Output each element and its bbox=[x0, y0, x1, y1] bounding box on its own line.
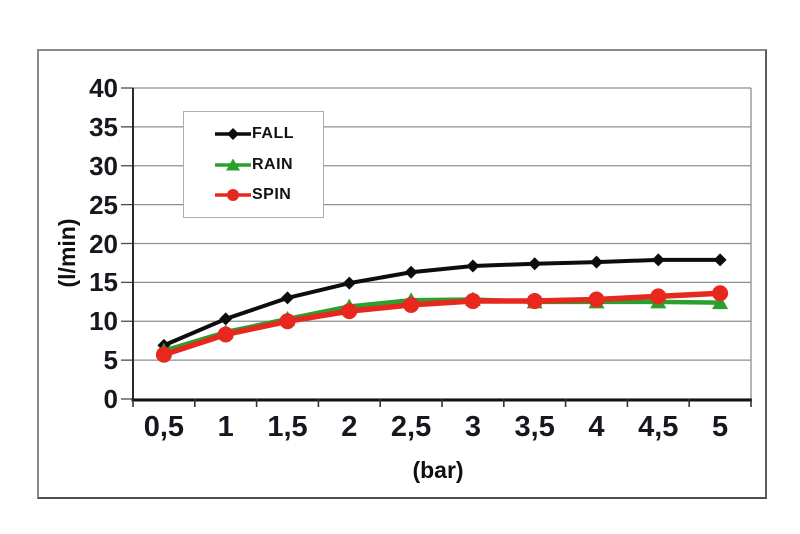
x-tick-label: 3,5 bbox=[514, 411, 555, 443]
spin-line-circle-icon bbox=[215, 189, 251, 202]
x-tick-label: 2 bbox=[341, 411, 358, 443]
legend-label: FALL bbox=[252, 124, 294, 142]
x-tick-label: 0,5 bbox=[143, 411, 185, 443]
fall-line-diamond-icon bbox=[215, 127, 251, 140]
legend-item-spin: SPIN bbox=[214, 186, 323, 204]
legend-label: RAIN bbox=[252, 155, 294, 173]
x-tick-label: 1 bbox=[217, 411, 234, 443]
y-tick-label: 40 bbox=[89, 73, 118, 103]
x-tick-label: 1,5 bbox=[267, 411, 308, 443]
legend-item-rain: RAIN bbox=[214, 156, 323, 174]
y-tick-label: 0 bbox=[103, 384, 118, 414]
y-tick-label: 5 bbox=[103, 345, 118, 376]
y-tick-label: 20 bbox=[89, 228, 118, 259]
y-tick-label: 10 bbox=[89, 306, 118, 337]
x-tick-label: 4,5 bbox=[638, 411, 679, 443]
y-tick-label: 15 bbox=[89, 267, 118, 298]
rain-line-triangle-icon bbox=[215, 158, 251, 170]
y-tick-label: 35 bbox=[89, 111, 118, 142]
y-tick-label: 30 bbox=[89, 150, 118, 181]
x-tick-label: 3 bbox=[464, 411, 481, 443]
legend: FALL RAIN SPIN bbox=[183, 111, 324, 218]
x-axis-title: (bar) bbox=[412, 457, 464, 483]
x-tick-label: 4 bbox=[588, 411, 605, 443]
legend-item-fall: FALL bbox=[214, 125, 323, 143]
y-tick-label: 25 bbox=[89, 189, 118, 220]
x-tick-label: 5 bbox=[712, 411, 729, 443]
x-tick-label: 2,5 bbox=[390, 411, 432, 443]
legend-label: SPIN bbox=[252, 186, 292, 204]
